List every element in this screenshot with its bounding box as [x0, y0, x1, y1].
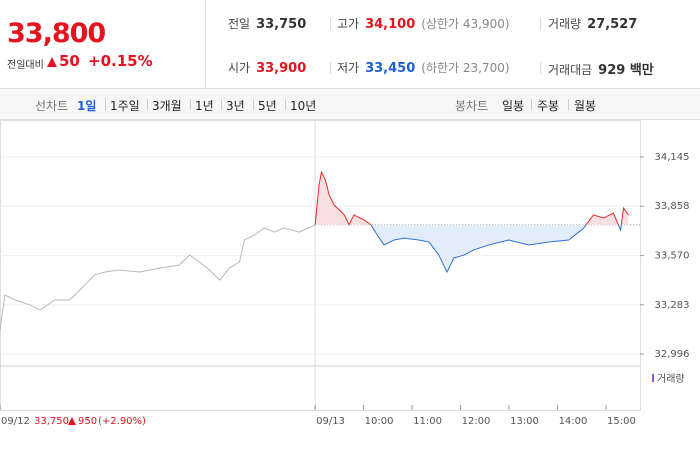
stat-value: 27,527	[587, 17, 638, 32]
down-line	[315, 224, 622, 274]
prev-close: 33,750	[34, 416, 69, 427]
stat-value: 33,450	[365, 61, 416, 76]
candle-tab[interactable]: 일봉	[502, 99, 525, 113]
change: 50	[59, 52, 80, 70]
stat: 저가 33,450 (하한가 23,700)	[337, 59, 510, 76]
stat-value: 929 백만	[598, 63, 654, 78]
stat-value: 34,100	[365, 17, 416, 32]
plot-border	[0, 120, 641, 411]
stat-label: 거래량	[548, 17, 582, 31]
x-tick-label: 12:00	[462, 416, 491, 427]
y-tick-label: 32,996	[655, 349, 690, 360]
stat-note: (하한가 23,700)	[421, 61, 510, 75]
divider	[330, 18, 331, 30]
volume-legend: 거래량	[657, 373, 685, 385]
up-area	[315, 172, 629, 225]
line-chart-label: 선차트	[35, 99, 69, 113]
stat-label: 시가	[228, 61, 251, 75]
current-price: 33,800	[7, 18, 106, 49]
stat-label: 거래대금	[548, 63, 593, 77]
divider	[330, 62, 331, 74]
prev-rate: (+2.90%)	[98, 416, 146, 427]
x-tick-label: 13:00	[510, 416, 539, 427]
chart: 32,996 33,283 33,570 33,858 34,145 09/12 09/13…	[0, 120, 690, 427]
range-tab[interactable]: 3년	[226, 99, 245, 113]
prev-change: 950	[78, 416, 97, 427]
candle-chart-label: 봉차트	[455, 99, 489, 113]
y-tick-label: 33,570	[655, 251, 690, 262]
stat: 시가 33,900	[228, 59, 306, 76]
up-icon	[47, 57, 57, 67]
x-tick-label: 10:00	[365, 416, 394, 427]
divider	[105, 99, 106, 110]
stat: 전일 33,750	[228, 15, 306, 32]
stat: 고가 34,100 (상한가 43,900)	[337, 15, 510, 32]
down-area	[315, 224, 629, 273]
change-rate: +0.15%	[88, 52, 153, 70]
divider	[285, 99, 286, 110]
x-tick-label: 09/13	[316, 416, 345, 427]
range-tab[interactable]: 5년	[258, 99, 277, 113]
divider	[540, 18, 541, 30]
range-tab[interactable]: 1일	[77, 99, 97, 113]
divider	[221, 99, 222, 110]
x-tick-label: 14:00	[559, 416, 588, 427]
divider	[540, 62, 541, 74]
range-tab[interactable]: 3개월	[152, 99, 182, 113]
toolbar: 선차트 1일 1주일 3개월 1년 3년 5년 10년 봉차트 일봉 주봉 월봉	[0, 89, 700, 120]
y-tick-label: 33,283	[655, 300, 690, 311]
candle-tab[interactable]: 주봉	[537, 99, 560, 113]
up-icon	[68, 417, 76, 425]
stat-note: (상한가 43,900)	[421, 17, 510, 31]
stat: 거래량 27,527	[548, 15, 637, 32]
x-tick-label: 09/12	[1, 416, 30, 427]
stat: 거래대금 929 백만	[548, 59, 654, 78]
x-tick-label: 11:00	[413, 416, 442, 427]
divider	[568, 99, 569, 110]
price-box: 33,800 전일대비 50 +0.15%	[0, 0, 206, 88]
range-tab[interactable]: 10년	[290, 99, 317, 113]
stat-label: 고가	[337, 17, 360, 31]
stat-label: 전일	[228, 17, 251, 31]
divider	[190, 99, 191, 110]
volume-legend-swatch	[652, 374, 654, 382]
divider	[147, 99, 148, 110]
divider	[531, 99, 532, 110]
quote-header: 33,800 전일대비 50 +0.15% 전일 33,750 고가 34,100 (상…	[0, 0, 700, 89]
x-tick-label: 15:00	[607, 416, 636, 427]
candle-tab[interactable]: 월봉	[574, 99, 597, 113]
price-line	[0, 224, 316, 331]
y-tick-label: 34,145	[655, 152, 690, 163]
stat-label: 저가	[337, 61, 360, 75]
divider	[253, 99, 254, 110]
range-tab[interactable]: 1주일	[110, 99, 140, 113]
up-line	[314, 170, 629, 225]
stat-value: 33,750	[256, 17, 307, 32]
stat-value: 33,900	[256, 61, 307, 76]
y-tick-label: 33,858	[655, 201, 690, 212]
change-label: 전일대비	[7, 60, 44, 71]
range-tab[interactable]: 1년	[195, 99, 214, 113]
